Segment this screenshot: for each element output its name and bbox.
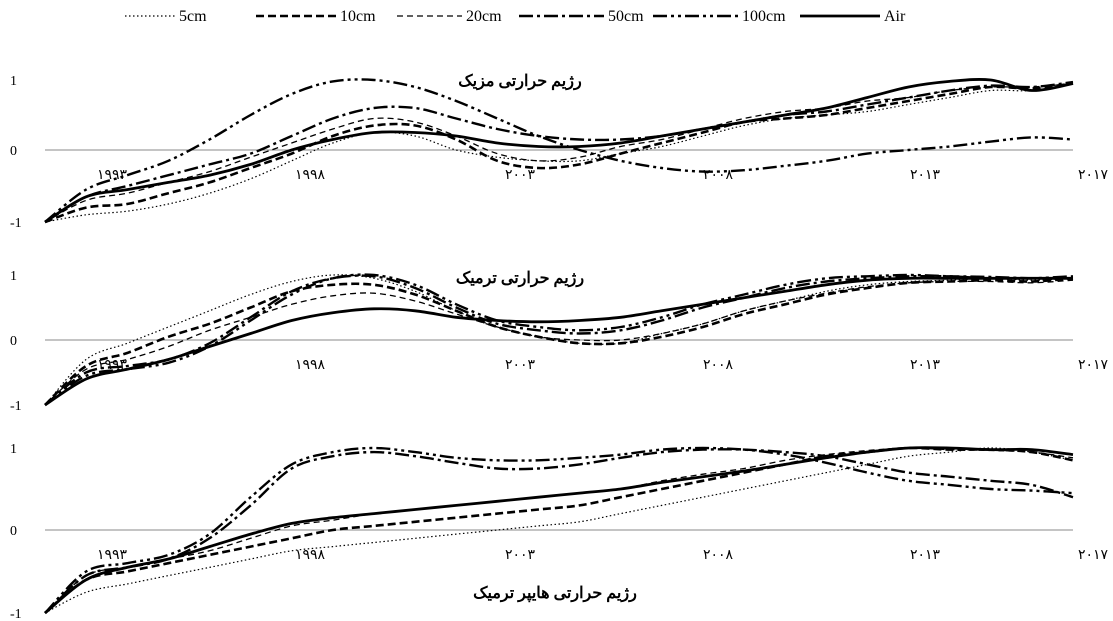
- y-tick-label: 1: [10, 442, 17, 457]
- panel-title: رژیم حرارتی مزیک: [458, 73, 582, 91]
- x-tick-label: ۲۰۱۷: [1078, 548, 1109, 563]
- x-tick-label: ۲۰۰۳: [505, 548, 536, 563]
- chart-panels: 1 0 -1 ۱۹۹۳ ۱۹۹۸ ۲۰۰۳ ۲۰۰۸ ۲۰۱۳ ۲۰۱۷ رژیم حرارتی …: [10, 73, 1109, 621]
- panel-title: رژیم حرارتی ترمیک: [456, 270, 585, 288]
- series-line-air: [44, 78, 1074, 224]
- y-tick-label: 0: [10, 524, 17, 539]
- series-line-100cm: [44, 446, 1074, 614]
- y-tick-label: -1: [10, 216, 22, 231]
- panel-2: 1 0 -1 ۱۹۹۳ ۱۹۹۸ ۲۰۰۳ ۲۰۰۸ ۲۰۱۳ ۲۰۱۷ رژیم حرارتی …: [10, 269, 1109, 414]
- x-tick-label: ۲۰۱۳: [910, 548, 941, 563]
- y-tick-label: 0: [10, 334, 17, 349]
- x-tick-label: ۲۰۰۸: [703, 168, 734, 183]
- legend: 5cm 10cm 20cm 50cm 100cm Air: [125, 8, 906, 25]
- x-tick-label: ۲۰۰۸: [703, 358, 734, 373]
- series-line-10cm: [44, 277, 1074, 406]
- x-tick-label: ۱۹۹۳: [97, 548, 128, 563]
- y-tick-label: -1: [10, 399, 22, 414]
- panel-1: 1 0 -1 ۱۹۹۳ ۱۹۹۸ ۲۰۰۳ ۲۰۰۸ ۲۰۱۳ ۲۰۱۷ رژیم حرارتی …: [10, 73, 1109, 231]
- x-tick-label: ۲۰۱۳: [910, 358, 941, 373]
- panel-3: 1 0 -1 ۱۹۹۳ ۱۹۹۸ ۲۰۰۳ ۲۰۰۸ ۲۰۱۳ ۲۰۱۷ رژیم حرارتی …: [10, 442, 1109, 621]
- x-tick-label: ۱۹۹۸: [295, 168, 326, 183]
- x-tick-label: ۲۰۱۷: [1078, 168, 1109, 183]
- series-line-100cm: [44, 273, 1074, 406]
- x-tick-label: ۲۰۱۷: [1078, 358, 1109, 373]
- x-tick-label: ۱۹۹۸: [295, 548, 326, 563]
- panel-title: رژیم حرارتی هایپر ترمیک: [473, 585, 637, 603]
- y-tick-label: 1: [10, 269, 17, 284]
- legend-label-50cm: 50cm: [608, 8, 644, 25]
- x-tick-label: ۲۰۰۳: [505, 358, 536, 373]
- y-tick-label: -1: [10, 607, 22, 621]
- series-line-100cm: [44, 78, 1074, 223]
- series-line-50cm: [44, 274, 1074, 406]
- y-tick-label: 1: [10, 74, 17, 89]
- legend-label-100cm: 100cm: [742, 8, 786, 25]
- series-line-5cm: [44, 82, 1074, 223]
- series-line-20cm: [44, 279, 1074, 406]
- series-line-air: [44, 446, 1074, 615]
- series-line-20cm: [44, 447, 1074, 614]
- legend-label-20cm: 20cm: [466, 8, 502, 25]
- series-line-5cm: [44, 447, 1074, 614]
- series-line-air: [44, 276, 1073, 407]
- series-line-50cm: [44, 80, 1074, 224]
- x-tick-label: ۱۹۹۳: [97, 168, 128, 183]
- x-tick-label: ۲۰۱۳: [910, 168, 941, 183]
- series-line-10cm: [44, 82, 1074, 224]
- x-tick-label: ۱۹۹۸: [295, 358, 326, 373]
- x-tick-label: ۲۰۰۳: [505, 168, 536, 183]
- legend-label-air: Air: [884, 8, 906, 25]
- legend-label-5cm: 5cm: [179, 8, 207, 25]
- x-tick-label: ۱۹۹۳: [97, 358, 128, 373]
- legend-label-10cm: 10cm: [340, 8, 376, 25]
- y-tick-label: 0: [10, 144, 17, 159]
- series-line-20cm: [44, 82, 1074, 223]
- x-tick-label: ۲۰۰۸: [703, 548, 734, 563]
